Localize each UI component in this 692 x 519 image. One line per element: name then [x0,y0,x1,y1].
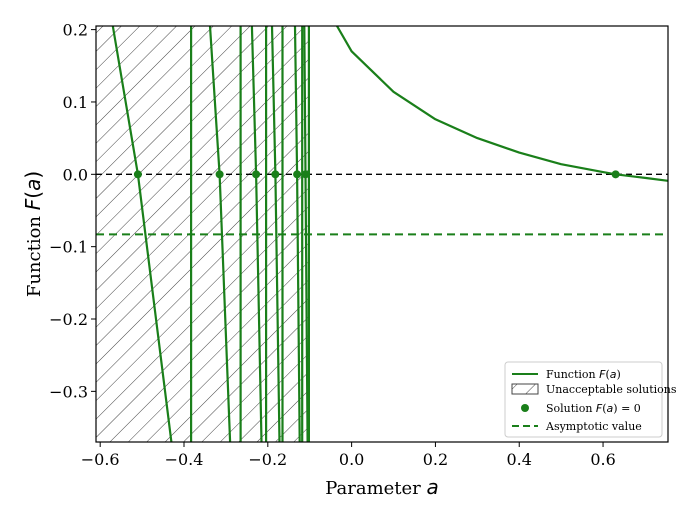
legend-marker-swatch [521,404,529,412]
x-tick-label: 0.2 [423,450,448,469]
x-tick-label: 0.0 [339,450,364,469]
solution-point-2 [215,170,224,179]
x-axis-ticks: −0.6 −0.4 −0.2 0.0 0.2 0.4 0.6 [81,442,616,469]
solution-point-5 [293,170,302,179]
legend-hatch-swatch [511,383,539,395]
solution-point-7 [611,170,620,179]
legend-marker-label: Solution F(a) = 0 [546,402,641,415]
function-branch-13 [336,26,668,182]
legend-hatch-label: Unacceptable solutions [546,383,677,396]
legend-dashed-label: Asymptotic value [545,420,642,433]
plot-frame [95,25,669,443]
solution-points [133,170,620,179]
y-tick-label: −0.3 [49,382,88,401]
legend-box [504,361,663,438]
x-axis-title: Parameter a [325,475,439,499]
y-axis-ticks: −0.3 −0.2 −0.1 0.0 0.1 0.2 [49,21,96,401]
y-tick-label: −0.2 [49,310,88,329]
y-tick-label: −0.1 [49,238,88,257]
x-tick-label: −0.4 [165,450,204,469]
x-tick-label: 0.6 [590,450,615,469]
x-tick-label: −0.2 [248,450,287,469]
x-tick-label: 0.4 [507,450,532,469]
legend: Function F(a) Unacceptable solutions Sol… [504,361,677,438]
y-tick-label: 0.2 [63,21,88,40]
legend-function-label: Function F(a) [546,368,621,381]
y-tick-label: 0.0 [63,165,88,184]
y-tick-label: 0.1 [63,93,88,112]
solution-point-4 [271,170,280,179]
y-axis-title: Function F(a) [21,171,45,297]
solution-point-1 [133,170,142,179]
x-tick-label: −0.6 [81,450,120,469]
solution-point-3 [252,170,261,179]
solution-point-6 [301,170,310,179]
